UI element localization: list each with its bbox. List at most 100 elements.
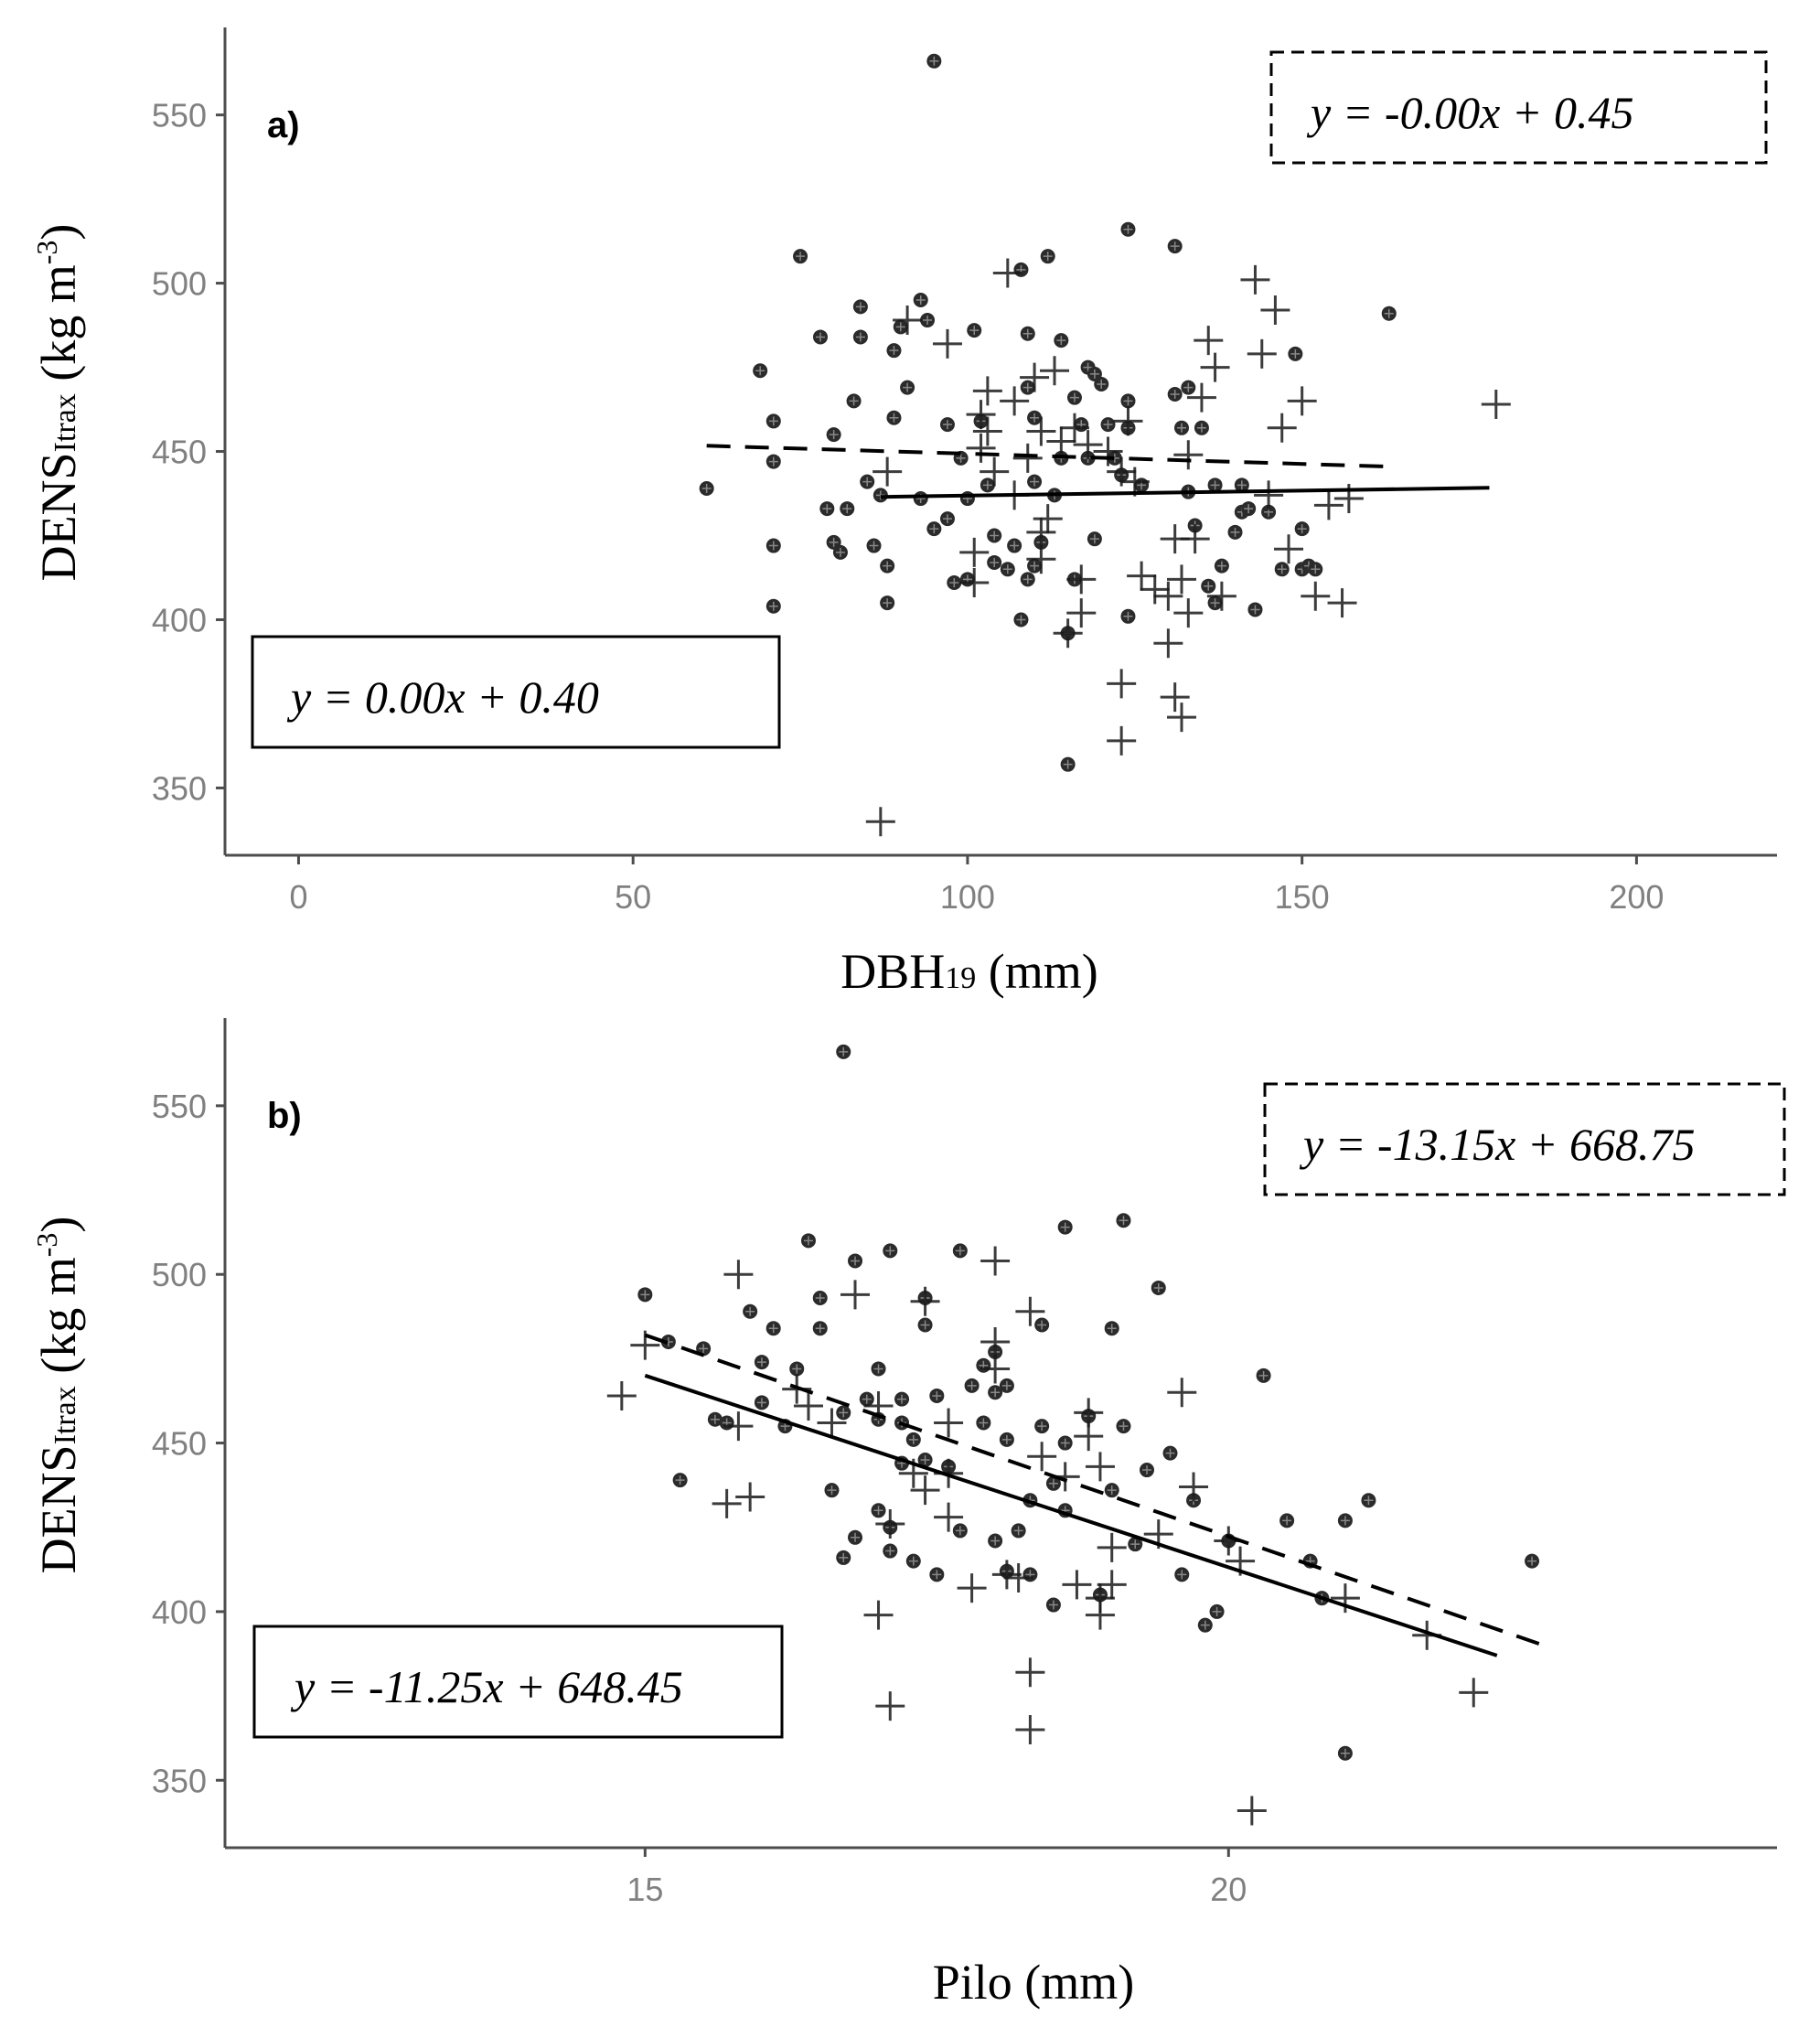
data-point-dot (976, 1415, 991, 1431)
data-point-dot (860, 474, 875, 489)
y-axis-title: DENSItrax (kg m-3) (30, 1217, 86, 1574)
data-point-dot (1022, 1567, 1038, 1582)
data-point-dot (765, 454, 781, 469)
data-point-cross (1274, 534, 1304, 564)
equation-box-solid (252, 1625, 784, 1739)
data-point-dot (1027, 474, 1043, 489)
data-point-cross (1260, 295, 1290, 326)
data-point-cross (817, 1408, 847, 1438)
data-point-dot (1207, 595, 1223, 611)
data-point-dot (813, 329, 829, 345)
data-point-dot (880, 595, 895, 611)
panel-label: a) (267, 105, 300, 145)
data-point-dot (1040, 249, 1055, 264)
data-point-cross (873, 456, 903, 487)
data-point-dot (1294, 521, 1310, 537)
data-point-cross (1040, 356, 1070, 386)
x-axis-title: DBH19 (mm) (840, 944, 1098, 999)
data-point-cross (1173, 598, 1204, 628)
data-point-cross (1059, 413, 1089, 443)
data-point-cross (966, 433, 996, 463)
data-point-dot (848, 1253, 863, 1269)
axis-ticks: 350 400 450 500 550 15 20 (152, 1088, 1247, 1908)
y-axis-title-main: DENS (31, 1444, 86, 1573)
x-tick-label: 200 (1609, 878, 1664, 916)
data-point-dot (905, 1432, 921, 1447)
data-point-cross (1459, 1678, 1489, 1708)
data-point-dot (871, 1503, 886, 1518)
data-point-dot (852, 299, 868, 315)
data-point-dot (793, 249, 808, 264)
x-axis-title-main: DBH (840, 944, 945, 999)
data-point-cross (840, 1280, 871, 1310)
data-point-cross (1026, 416, 1056, 446)
data-point-dot (926, 53, 942, 69)
data-point-dot (812, 1321, 828, 1336)
data-point-cross (957, 1573, 987, 1603)
panel-b: b) y = -13.15x + 668.75 y = -11.25x + 64… (30, 1018, 1786, 2010)
data-point-cross (863, 1600, 894, 1630)
y-axis-title-sub: Itrax (48, 393, 82, 452)
data-point-dot (699, 481, 714, 497)
data-point-dot (1011, 1523, 1026, 1539)
data-point-dot (1116, 1419, 1131, 1434)
y-axis-title-unit: (kg m (31, 1257, 86, 1386)
y-axis-title-unit: (kg m (31, 264, 86, 393)
data-point-cross (1160, 682, 1190, 713)
data-point-cross (1267, 413, 1297, 443)
data-point-dot (1214, 558, 1229, 574)
data-point-dot (1034, 1419, 1050, 1434)
data-point-dot (1173, 420, 1189, 435)
data-point-dot (1337, 1513, 1353, 1528)
data-point-dot (999, 1378, 1014, 1393)
data-point-dot (637, 1287, 653, 1303)
data-point-cross (723, 1411, 754, 1442)
data-point-dot (926, 521, 942, 537)
data-point-cross (1167, 702, 1196, 733)
data-point-cross (1000, 386, 1030, 416)
data-point-cross (910, 1286, 940, 1316)
data-point-dot (866, 538, 882, 553)
data-point-dot (920, 313, 936, 328)
data-point-dot (1087, 531, 1102, 547)
data-point-dot (1167, 386, 1183, 402)
data-point-cross (934, 1408, 964, 1438)
data-point-dot (719, 1415, 734, 1431)
fit-line-solid (644, 1373, 1498, 1657)
data-point-cross (1153, 581, 1183, 611)
data-point-dot (929, 1388, 945, 1403)
data-point-cross (1240, 264, 1270, 295)
data-point-dot (1054, 333, 1069, 349)
data-point-dot (980, 477, 995, 493)
data-point-cross (932, 328, 962, 359)
x-tick-label: 0 (289, 878, 307, 916)
data-point-cross (1180, 524, 1210, 554)
y-tick-label: 450 (152, 1425, 207, 1463)
data-point-dot (836, 1550, 851, 1565)
data-point-dot (988, 1533, 1003, 1549)
equation-box-dashed (1263, 1082, 1786, 1196)
data-point-dot (939, 511, 955, 527)
x-tick-label: 150 (1275, 878, 1330, 916)
data-point-dot (1207, 477, 1223, 493)
data-point-dot (917, 1452, 933, 1467)
data-point-dot (987, 554, 1002, 570)
data-point-dot (1167, 239, 1183, 254)
x-tick-label: 20 (1210, 1871, 1247, 1908)
axis-ticks: 350 400 450 500 550 0 50 100 150 200 (152, 97, 1665, 916)
data-point-dot (1181, 380, 1196, 395)
data-point-dot (871, 1361, 886, 1377)
x-tick-label: 15 (626, 1871, 663, 1908)
data-point-cross (980, 1326, 1011, 1357)
data-point-cross (1237, 1796, 1267, 1826)
data-point-cross (1206, 581, 1237, 611)
data-point-cross (1026, 517, 1056, 547)
data-point-dot (836, 1044, 851, 1059)
data-point-dot (1034, 1317, 1050, 1333)
data-point-dot (707, 1411, 723, 1427)
data-point-cross (1287, 386, 1317, 416)
data-point-dot (824, 1483, 840, 1498)
data-point-cross (1015, 1657, 1045, 1688)
data-point-dot (1274, 562, 1290, 577)
